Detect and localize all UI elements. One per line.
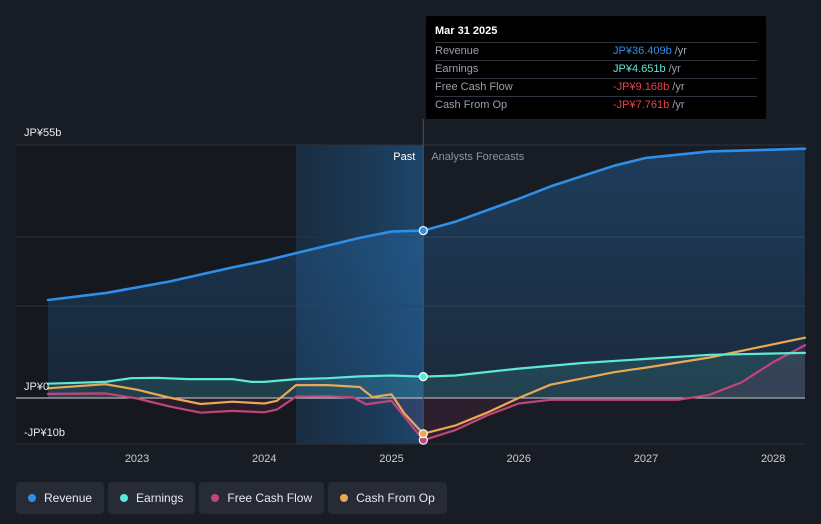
earnings-area bbox=[48, 352, 805, 398]
legend: Revenue Earnings Free Cash Flow Cash Fro… bbox=[16, 482, 447, 514]
tooltip-unit: /yr bbox=[672, 99, 685, 111]
revenue-dot-icon bbox=[28, 494, 36, 502]
cash-from-op-marker bbox=[418, 429, 428, 439]
tooltip-row-cash-from-op: Cash From Op -JP¥7.761b /yr bbox=[435, 96, 757, 114]
free-cash-flow-line bbox=[46, 344, 807, 442]
forecast-label: Analysts Forecasts bbox=[431, 151, 524, 163]
tooltip-value: -JP¥9.168b bbox=[613, 81, 670, 93]
free-cash-flow-area bbox=[48, 345, 805, 441]
earnings-line bbox=[46, 351, 807, 385]
x-tick-label: 2025 bbox=[379, 453, 403, 465]
earnings-dot-icon bbox=[120, 494, 129, 502]
revenue-line bbox=[46, 147, 807, 302]
legend-item-cash-from-op[interactable]: Cash From Op bbox=[328, 482, 447, 514]
x-tick-label: 2027 bbox=[634, 453, 658, 465]
tooltip-label: Free Cash Flow bbox=[435, 81, 513, 93]
x-tick-label: 2023 bbox=[125, 453, 149, 465]
legend-item-revenue[interactable]: Revenue bbox=[16, 482, 105, 514]
x-tick-label: 2026 bbox=[506, 453, 530, 465]
legend-item-earnings[interactable]: Earnings bbox=[108, 482, 196, 514]
revenue-area bbox=[48, 148, 805, 398]
tooltip-label: Cash From Op bbox=[435, 99, 508, 111]
tooltip-unit: /yr bbox=[672, 81, 685, 93]
earnings-marker bbox=[418, 372, 428, 382]
cash-from-op-dot-icon bbox=[340, 494, 349, 502]
tooltip-row-revenue: Revenue JP¥36.409b /yr bbox=[435, 42, 757, 60]
tooltip-date: Mar 31 2025 bbox=[435, 25, 498, 37]
legend-label: Earnings bbox=[136, 491, 184, 505]
tooltip-row-earnings: Earnings JP¥4.651b /yr bbox=[435, 60, 757, 78]
legend-label: Free Cash Flow bbox=[227, 491, 313, 505]
x-tick-label: 2028 bbox=[761, 453, 785, 465]
tooltip-value: JP¥36.409b bbox=[613, 45, 672, 57]
free-cash-flow-dot-icon bbox=[211, 494, 220, 502]
legend-label: Cash From Op bbox=[356, 491, 435, 505]
tooltip-label: Earnings bbox=[435, 63, 479, 75]
legend-item-free-cash-flow[interactable]: Free Cash Flow bbox=[199, 482, 325, 514]
tooltip-label: Revenue bbox=[435, 45, 480, 57]
y-axis-label: JP¥55b bbox=[24, 127, 61, 139]
legend-label: Revenue bbox=[44, 491, 93, 505]
tooltip: Mar 31 2025 Revenue JP¥36.409b /yr Earni… bbox=[426, 16, 766, 119]
x-tick-label: 2024 bbox=[252, 453, 276, 465]
tooltip-value: -JP¥7.761b bbox=[613, 99, 670, 111]
tooltip-unit: /yr bbox=[668, 63, 681, 75]
y-axis-label: JP¥0 bbox=[24, 381, 49, 393]
past-label: Past bbox=[393, 151, 415, 163]
revenue-marker bbox=[418, 225, 428, 236]
tooltip-unit: /yr bbox=[674, 45, 687, 57]
y-axis-label: -JP¥10b bbox=[24, 427, 65, 439]
cash-from-op-line bbox=[46, 336, 807, 435]
tooltip-value: JP¥4.651b bbox=[613, 63, 666, 75]
tooltip-row-free-cash-flow: Free Cash Flow -JP¥9.168b /yr bbox=[435, 78, 757, 96]
